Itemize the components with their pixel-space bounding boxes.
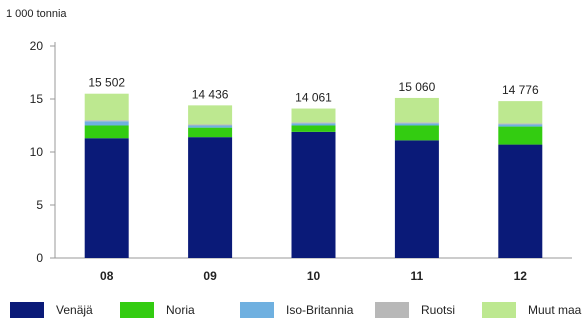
legend-label: Noria xyxy=(166,303,195,317)
y-tick-label: 5 xyxy=(36,198,43,212)
bar-segment-ven-j--10 xyxy=(291,131,336,258)
bar-segment-ruotsi-12 xyxy=(498,123,543,125)
x-tick-label: 08 xyxy=(100,269,114,283)
legend-label: Muut maa xyxy=(528,303,582,317)
legend-label: Venäjä xyxy=(56,303,93,317)
legend-item: Venäjä xyxy=(10,302,93,318)
bar-segment-muut-maa-12 xyxy=(498,101,543,124)
legend-swatch xyxy=(482,302,516,318)
bar-segment-ven-j--12 xyxy=(498,144,543,258)
bar-segment-noria-12 xyxy=(498,126,543,145)
y-tick-label: 20 xyxy=(30,39,44,53)
bar-segment-iso-britannia-08 xyxy=(84,121,129,126)
legend-item: Iso-Britannia xyxy=(240,302,353,318)
y-tick-label: 10 xyxy=(30,145,44,159)
bar-segment-ruotsi-09 xyxy=(188,124,233,126)
x-tick-label: 10 xyxy=(307,269,321,283)
legend-swatch xyxy=(375,302,409,318)
bar-segment-noria-10 xyxy=(291,125,336,132)
x-tick-label: 12 xyxy=(514,269,528,283)
bar-segment-muut-maa-11 xyxy=(394,97,439,123)
y-tick-label: 0 xyxy=(36,251,43,265)
bar-segment-noria-08 xyxy=(84,125,129,139)
total-label: 15 502 xyxy=(88,76,125,90)
legend-label: Iso-Britannia xyxy=(286,303,354,317)
bar-segment-iso-britannia-12 xyxy=(498,124,543,127)
legend-item: Noria xyxy=(120,302,195,318)
x-tick-label: 11 xyxy=(411,269,424,283)
unit-label: 1 000 tonnia xyxy=(6,8,67,20)
y-tick-label: 15 xyxy=(30,92,44,106)
legend-swatch xyxy=(240,302,274,318)
bar-segment-ruotsi-08 xyxy=(84,120,129,122)
bar-segment-muut-maa-09 xyxy=(188,105,233,125)
total-label: 14 436 xyxy=(192,87,229,101)
bar-segment-noria-11 xyxy=(394,125,439,141)
bar-segment-ven-j--11 xyxy=(394,140,439,258)
x-tick-label: 09 xyxy=(203,269,217,283)
total-label: 15 060 xyxy=(399,80,436,94)
legend-swatch xyxy=(10,302,44,318)
bar-segment-iso-britannia-10 xyxy=(291,123,336,126)
total-label: 14 061 xyxy=(295,91,332,105)
bar-segment-ven-j--08 xyxy=(84,138,129,258)
total-label: 14 776 xyxy=(502,83,539,97)
legend-label: Ruotsi xyxy=(421,303,456,317)
bar-segment-ruotsi-10 xyxy=(291,122,336,124)
bar-segment-muut-maa-08 xyxy=(84,93,129,121)
bar-segment-noria-09 xyxy=(188,127,233,138)
legend-item: Muut maa xyxy=(482,302,581,318)
legend: Venäjä Noria Iso-Britannia Ruotsi Muut maa xyxy=(0,300,582,321)
bar-segment-iso-britannia-09 xyxy=(188,125,233,128)
bar-segment-ruotsi-11 xyxy=(394,122,439,124)
bar-segment-ven-j--09 xyxy=(188,137,233,258)
legend-swatch xyxy=(120,302,154,318)
legend-item: Ruotsi xyxy=(375,302,455,318)
bar-segment-muut-maa-10 xyxy=(291,108,336,123)
stacked-bar-chart: 0 5 10 15 20 15 502 08 14 436 09 14 061 10 15 060 11… xyxy=(30,39,572,283)
bar-segment-iso-britannia-11 xyxy=(394,123,439,126)
